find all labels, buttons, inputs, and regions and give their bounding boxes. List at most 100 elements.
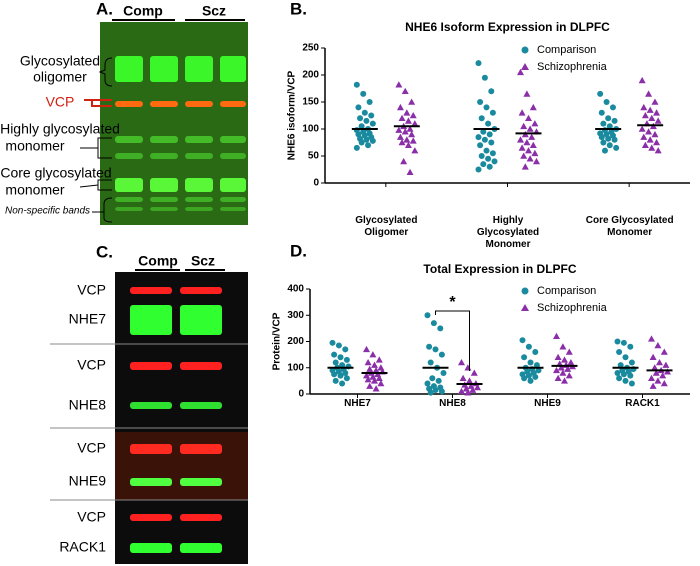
y-tick-label: 200 (302, 70, 319, 81)
legend-marker (521, 46, 529, 54)
data-point (408, 130, 416, 138)
data-point (404, 117, 412, 124)
legend-label: Comparison (537, 44, 596, 56)
data-point (614, 338, 621, 345)
panel-label: C. (96, 242, 113, 261)
band (185, 136, 213, 143)
y-tick-label: 250 (302, 43, 319, 54)
data-point (335, 342, 342, 349)
data-point (475, 134, 482, 141)
band-label: VCP (77, 509, 106, 525)
data-point (480, 128, 487, 135)
data-point (409, 112, 417, 119)
data-point (424, 312, 431, 319)
data-point (353, 81, 360, 88)
band-label: VCP (77, 357, 106, 373)
data-point (342, 370, 349, 376)
bracket (79, 179, 112, 191)
data-point (339, 380, 346, 387)
data-point (375, 356, 383, 363)
data-point (601, 147, 608, 154)
band (180, 444, 222, 454)
data-point (521, 163, 529, 170)
data-point (424, 380, 431, 387)
data-point (332, 359, 339, 366)
data-point (400, 157, 408, 165)
data-point (363, 117, 370, 124)
band (150, 207, 178, 211)
data-point (517, 136, 524, 143)
data-point (565, 372, 573, 379)
data-point (559, 369, 567, 376)
band (185, 153, 213, 159)
data-point (377, 364, 385, 371)
band-label: monomer (5, 138, 64, 154)
data-point (364, 359, 372, 366)
band (130, 514, 172, 521)
data-point (567, 359, 575, 366)
blot-bands (50, 287, 248, 553)
data-point (363, 345, 370, 353)
data-point (518, 109, 526, 116)
band (220, 56, 246, 82)
band (180, 305, 222, 335)
data-point (337, 354, 344, 361)
data-point (343, 375, 350, 382)
band-label: Highly glycosylated (0, 121, 120, 137)
band (180, 362, 222, 370)
data-point (343, 356, 350, 363)
data-point (369, 351, 377, 358)
data-point (429, 375, 436, 382)
data-point (432, 346, 439, 353)
data-point (520, 122, 528, 130)
data-point (477, 99, 484, 105)
data-point (486, 131, 493, 138)
data-point (616, 375, 623, 382)
band (185, 101, 213, 107)
data-point (651, 98, 659, 105)
data-point (371, 377, 378, 384)
data-point (483, 147, 490, 154)
data-point (616, 349, 623, 355)
data-point (408, 98, 416, 105)
data-point (358, 139, 365, 146)
data-point (640, 103, 648, 111)
band (220, 101, 246, 107)
legend-marker (521, 287, 529, 295)
y-tick-label: 100 (287, 362, 304, 373)
lane-label: Scz (202, 3, 226, 19)
data-point (527, 359, 534, 366)
x-tick-label: NHE8 (439, 398, 466, 409)
data-point (464, 364, 472, 371)
data-point (527, 377, 534, 384)
band-label: Core glycosylated (0, 165, 111, 181)
band (130, 444, 172, 454)
y-tick-label: 300 (287, 310, 304, 321)
data-point (656, 359, 663, 366)
data-point (409, 137, 417, 144)
band (185, 56, 213, 82)
data-point (485, 155, 492, 162)
data-point (532, 373, 539, 380)
data-point (648, 114, 656, 121)
data-point (474, 383, 481, 391)
data-point (660, 380, 668, 387)
data-point (645, 90, 653, 97)
data-point (406, 168, 414, 175)
data-point (459, 374, 467, 382)
band-label: VCP (77, 282, 106, 298)
data-point (481, 136, 488, 143)
data-point (609, 104, 616, 111)
data-point (525, 343, 532, 350)
data-point (478, 153, 485, 159)
band-label: VCP (46, 94, 75, 110)
data-point (361, 109, 368, 116)
band (220, 153, 246, 159)
data-point (395, 81, 403, 88)
data-point (518, 144, 526, 151)
data-point (371, 361, 378, 368)
data-point (525, 372, 532, 379)
band-label: RACK1 (59, 539, 106, 555)
data-point (535, 367, 542, 374)
